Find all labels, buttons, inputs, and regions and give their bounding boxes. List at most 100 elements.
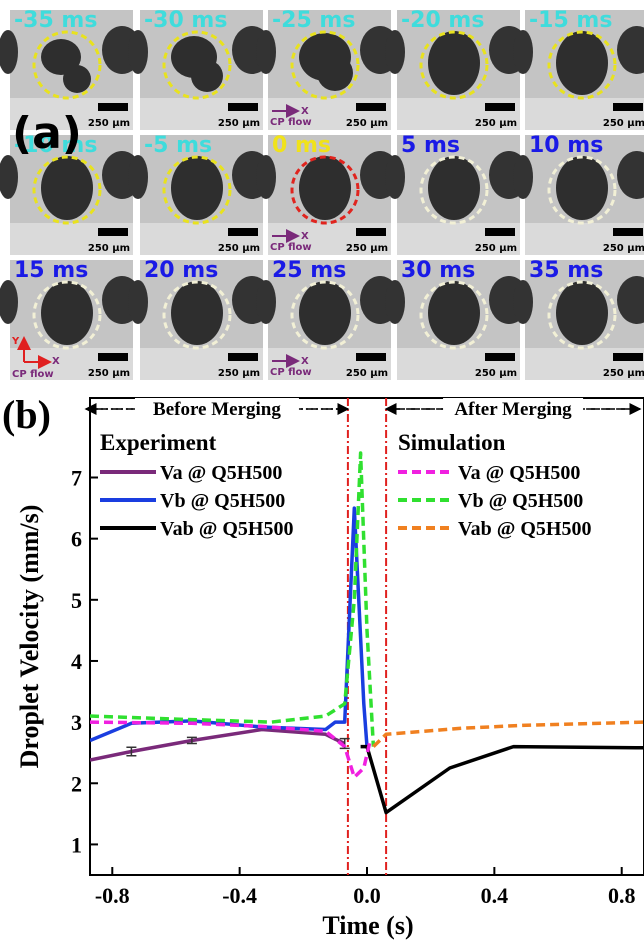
time-label: 35 ms [529, 258, 603, 283]
tracking-circle [547, 280, 617, 350]
scale-bar [228, 103, 258, 111]
flow-label: CP flow [12, 369, 54, 380]
x-tick-label: 0.0 [353, 883, 381, 908]
droplet [299, 156, 351, 220]
time-label: 25 ms [272, 258, 346, 283]
flow-label: CP flow [270, 117, 312, 128]
neighbor-droplet [256, 280, 276, 324]
tracking-circle [32, 155, 102, 225]
image-tile: 10 ms 250 µm [513, 133, 644, 255]
neighbor-droplet [256, 155, 276, 199]
neighbor-droplet [617, 151, 644, 199]
image-tile: 30 ms 250 µm [385, 258, 529, 380]
image-tile: -35 ms 250 µm [0, 8, 142, 130]
legend-label: Vb @ Q5H500 [458, 490, 583, 512]
neighbor-droplet [617, 276, 644, 324]
time-label: -30 ms [144, 8, 227, 33]
series-line [90, 506, 369, 747]
flow-axis-label: X [301, 106, 309, 117]
droplet [428, 31, 480, 95]
x-tick-label: -0.8 [95, 883, 130, 908]
scale-bar-label: 250 µm [218, 368, 260, 379]
time-label: -35 ms [14, 8, 97, 33]
scale-bar [228, 353, 258, 361]
scale-bar [228, 228, 258, 236]
legend-label: Va @ Q5H500 [160, 462, 282, 484]
droplet [556, 31, 608, 95]
time-label: 5 ms [401, 133, 460, 158]
time-label: 0 ms [272, 133, 331, 158]
droplet [63, 65, 91, 93]
tracking-circle [32, 280, 102, 350]
flow-label: CP flow [270, 367, 312, 378]
tracking-circle [32, 30, 102, 100]
time-label: -20 ms [401, 8, 484, 33]
image-tile: 0 ms 250 µm XCP flow [256, 133, 400, 255]
scale-bar-label: 250 µm [88, 118, 130, 129]
series-line [90, 451, 376, 747]
annotation: After Merging [454, 399, 572, 420]
time-label: 30 ms [401, 258, 475, 283]
scale-bar-label: 250 µm [603, 243, 644, 254]
scale-bar [98, 353, 128, 361]
neighbor-droplet [128, 30, 148, 74]
scale-bar [356, 103, 386, 111]
image-tile: -25 ms 250 µm XCP flow [256, 8, 400, 130]
image-tile: -10 ms 250 µm [0, 133, 142, 255]
flow-axis-label: X [301, 231, 309, 242]
series-line [372, 720, 644, 748]
scale-bar [613, 103, 643, 111]
time-label: 10 ms [529, 133, 603, 158]
neighbor-droplet [617, 26, 644, 74]
x-tick-label: -0.4 [222, 883, 257, 908]
image-tile: -20 ms 250 µm [385, 8, 529, 130]
droplet [556, 156, 608, 220]
tracking-circle [547, 155, 617, 225]
image-tile: 35 ms 250 µm [513, 258, 644, 380]
flow-label: CP flow [270, 242, 312, 253]
annotation-bg [134, 398, 299, 420]
error-bar [126, 746, 137, 757]
panel-label: (b) [2, 392, 51, 437]
tracking-circle [290, 30, 360, 100]
series-line [90, 720, 372, 779]
scale-bar-label: 250 µm [603, 368, 644, 379]
image-tile: -15 ms 250 µm [513, 8, 644, 130]
tracking-circle [162, 155, 232, 225]
error-bar [186, 736, 197, 745]
neighbor-droplet [128, 155, 148, 199]
tracking-circle [162, 280, 232, 350]
scale-bar [485, 228, 515, 236]
scale-bar-label: 250 µm [346, 368, 388, 379]
droplet [41, 281, 93, 345]
y-axis-title: Droplet Velocity (mm/s) [15, 505, 44, 769]
scale-bar [485, 103, 515, 111]
scale-bar-label: 250 µm [475, 243, 517, 254]
plot-area [90, 451, 644, 815]
image-tile: 25 ms 250 µm XCP flow [256, 258, 400, 380]
scale-bar [356, 228, 386, 236]
droplet [428, 156, 480, 220]
scale-bar-label: 250 µm [346, 243, 388, 254]
legend-label: Vab @ Q5H500 [160, 518, 293, 540]
time-label: -10 ms [14, 133, 97, 158]
image-tile: -5 ms 250 µm [128, 133, 272, 255]
time-label: 20 ms [144, 258, 218, 283]
tracking-circle [290, 280, 360, 350]
neighbor-droplet [385, 30, 405, 74]
annotation-bg [443, 398, 584, 420]
tracking-circle [419, 155, 489, 225]
neighbor-droplet [128, 280, 148, 324]
neighbor-droplet [0, 155, 18, 199]
droplet [428, 281, 480, 345]
flow-axis-label: X [301, 356, 309, 367]
scale-bar [98, 103, 128, 111]
y-tick-label: 1 [71, 832, 82, 857]
y-tick-label: 3 [71, 710, 82, 735]
droplet [171, 281, 223, 345]
legend-title: Experiment [100, 430, 217, 455]
scale-bar-label: 250 µm [88, 368, 130, 379]
scale-bar-label: 250 µm [218, 118, 260, 129]
neighbor-droplet [256, 30, 276, 74]
